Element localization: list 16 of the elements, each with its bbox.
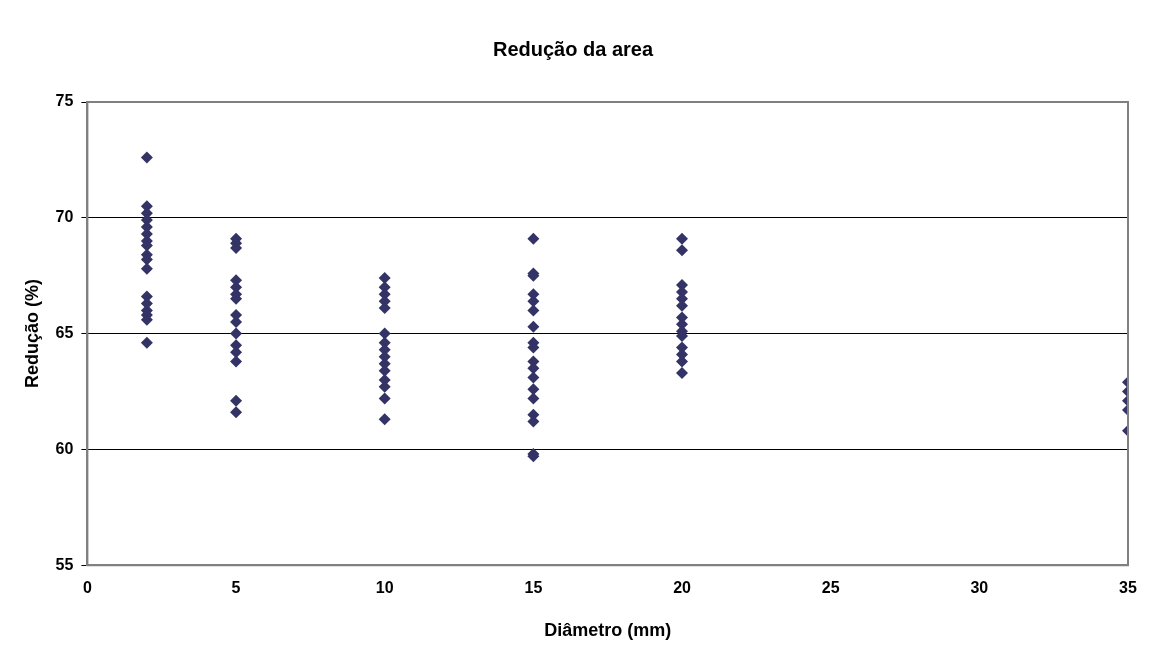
x-axis-title: Diâmetro (mm) bbox=[544, 620, 672, 641]
y-axis-title: Redução (%) bbox=[21, 279, 42, 389]
x-tick-label: 5 bbox=[231, 579, 241, 597]
y-tick-label: 70 bbox=[55, 208, 74, 226]
chart-title: Redução da area bbox=[492, 37, 654, 60]
y-tick-label: 65 bbox=[55, 324, 74, 342]
x-tick-label: 15 bbox=[524, 579, 543, 597]
x-tick-label: 20 bbox=[673, 579, 692, 597]
y-tick-label: 55 bbox=[55, 555, 74, 573]
y-tick-label: 60 bbox=[55, 439, 74, 457]
x-tick-label: 0 bbox=[82, 579, 92, 597]
x-tick-label: 35 bbox=[1119, 579, 1137, 597]
y-tick-label: 75 bbox=[55, 92, 74, 110]
x-tick-label: 25 bbox=[821, 579, 840, 597]
x-tick-label: 10 bbox=[375, 579, 394, 597]
x-tick-label: 30 bbox=[970, 579, 989, 597]
